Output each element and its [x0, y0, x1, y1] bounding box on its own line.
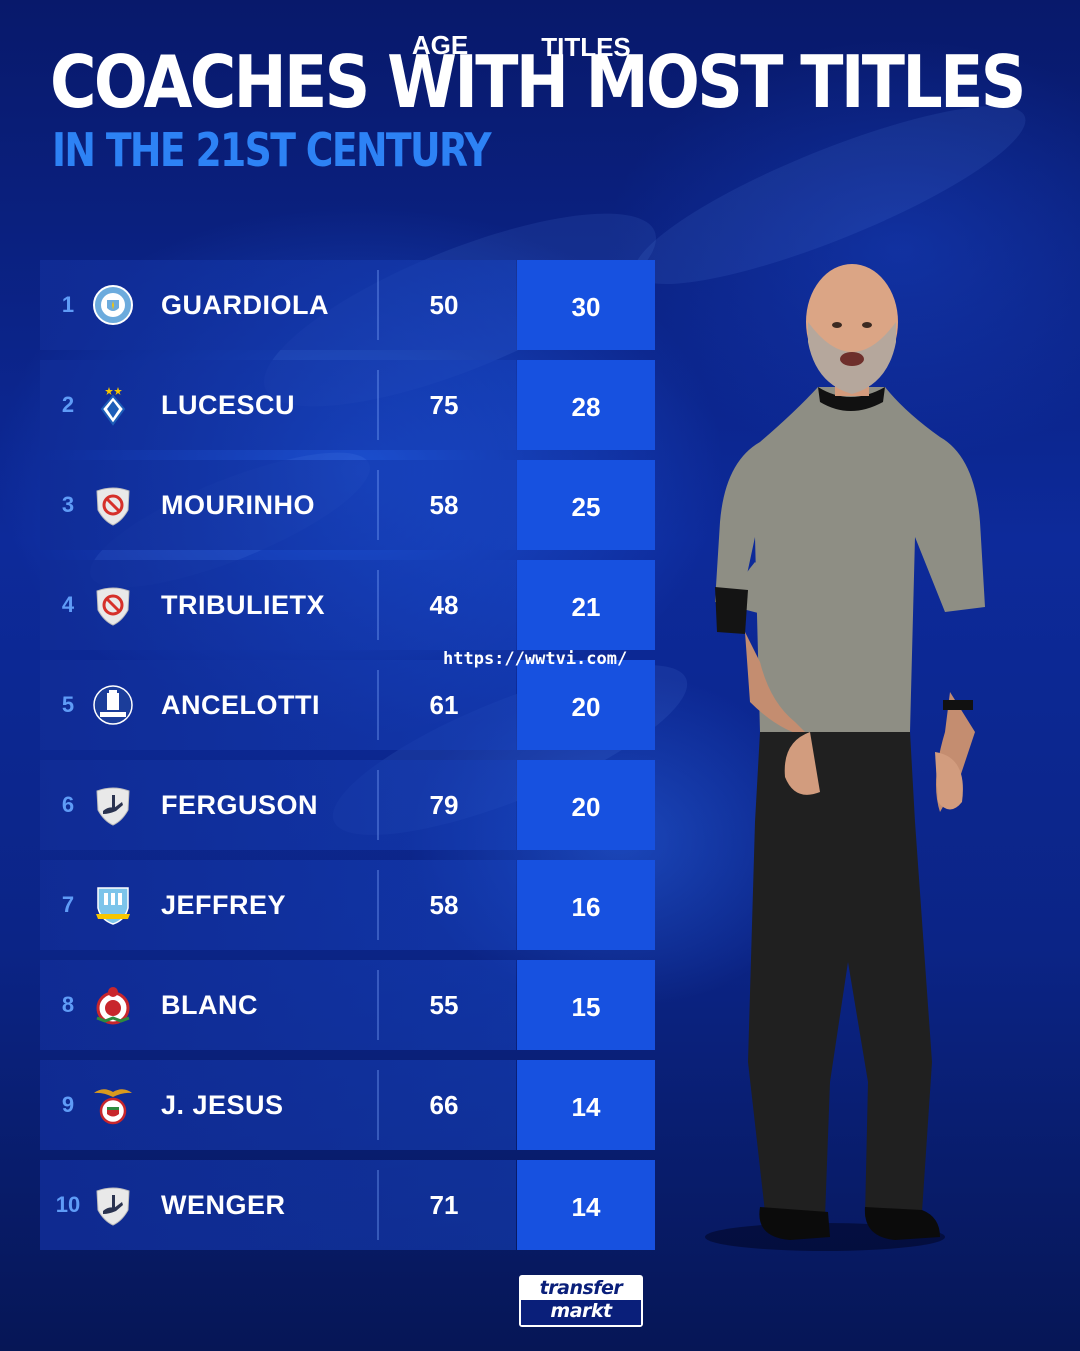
table-row: 6 FERGUSON 79 20: [40, 760, 655, 850]
column-divider: [377, 670, 379, 740]
rank-number: 5: [61, 692, 75, 717]
titles-cell-background: [517, 660, 655, 750]
table-row: 7 JEFFREY 58 16: [40, 860, 655, 950]
coach-titles: 20: [571, 692, 601, 722]
coach-name: ANCELOTTI: [161, 690, 320, 720]
coach-titles: 30: [571, 292, 601, 322]
titles-cell-background: [517, 1160, 655, 1250]
age-column-header: AGE: [411, 30, 469, 60]
titles-cell-background: [517, 560, 655, 650]
benfica-crest-icon: [92, 1084, 134, 1126]
rank-number: 8: [61, 992, 75, 1017]
rank-number: 6: [61, 792, 75, 817]
coach-name: WENGER: [161, 1190, 286, 1220]
coach-age: 58: [429, 890, 459, 920]
ranking-table: 1 GUARDIOLA 50 30 2 LUCESCU 75 28 3 MOUR…: [40, 260, 655, 1260]
coach-name: FERGUSON: [161, 790, 319, 820]
coach-name: BLANC: [161, 990, 258, 1020]
no-club-crest-icon: [92, 584, 134, 626]
titles-cell-background: [517, 860, 655, 950]
table-row: 1 GUARDIOLA 50 30: [40, 260, 655, 350]
red-club-crest-icon: [92, 984, 134, 1026]
coach-age: 48: [429, 590, 459, 620]
manchester-city-crest-icon: [92, 284, 134, 326]
column-divider: [377, 1070, 379, 1140]
rank-number: 2: [61, 392, 75, 417]
coach-titles: 15: [571, 992, 601, 1022]
everton-crest-icon: [92, 684, 134, 726]
column-divider: [377, 470, 379, 540]
coach-name: LUCESCU: [161, 390, 296, 420]
rank-number: 7: [61, 892, 75, 917]
coach-age: 79: [429, 790, 459, 820]
table-row: 9 J. JESUS 66 14: [40, 1060, 655, 1150]
column-divider: [377, 570, 379, 640]
column-divider: [377, 870, 379, 940]
coach-name: MOURINHO: [161, 490, 315, 520]
titles-cell-background: [517, 260, 655, 350]
coach-titles: 14: [571, 1192, 601, 1222]
logo-word-bottom: markt: [521, 1300, 641, 1325]
column-divider: [377, 270, 379, 340]
logo-word-top: transfer: [539, 1277, 623, 1299]
titles-column-header: TITLES: [541, 32, 631, 62]
light-blue-club-crest-icon: [92, 884, 134, 926]
table-row: 8 BLANC 55 15: [40, 960, 655, 1050]
rank-number: 9: [61, 1092, 75, 1117]
coach-age: 75: [429, 390, 459, 420]
coach-titles: 25: [571, 492, 601, 522]
rank-number: 1: [61, 292, 75, 317]
watermark-url: https://wwtvi.com/: [443, 649, 628, 669]
table-row: 4 TRIBULIETX 48 21: [40, 560, 655, 650]
column-divider: [377, 1170, 379, 1240]
titles-cell-background: [517, 460, 655, 550]
table-row: 2 LUCESCU 75 28: [40, 360, 655, 450]
coach-name: J. JESUS: [161, 1090, 284, 1120]
column-divider: [377, 770, 379, 840]
coach-age: 55: [429, 990, 459, 1020]
column-divider: [377, 370, 379, 440]
coach-age: 61: [429, 690, 459, 720]
rank-number: 10: [55, 1192, 81, 1217]
coach-age: 71: [429, 1190, 459, 1220]
table-row: 3 MOURINHO 58 25: [40, 460, 655, 550]
titles-cell-background: [517, 760, 655, 850]
coach-name: GUARDIOLA: [161, 290, 329, 320]
column-divider: [377, 970, 379, 1040]
coach-photo: [705, 264, 985, 1251]
titles-cell-background: [517, 360, 655, 450]
coach-age: 58: [429, 490, 459, 520]
rank-number: 4: [61, 592, 75, 617]
coach-name: TRIBULIETX: [161, 590, 325, 620]
retired-crest-icon: [92, 1184, 134, 1226]
coach-age: 66: [429, 1090, 459, 1120]
coach-titles: 14: [571, 1092, 601, 1122]
rank-number: 3: [61, 492, 75, 517]
retired-crest-icon: [92, 784, 134, 826]
coach-name: JEFFREY: [161, 890, 287, 920]
page-subtitle: IN THE 21ST CENTURY: [52, 123, 492, 177]
dynamo-kyiv-crest-icon: [92, 384, 134, 426]
no-club-crest-icon: [92, 484, 134, 526]
titles-cell-background: [517, 1060, 655, 1150]
page-title: COACHES WITH MOST TITLES: [50, 40, 1026, 124]
coach-titles: 16: [571, 892, 601, 922]
transfermarkt-logo: transfer markt: [519, 1275, 643, 1327]
coach-titles: 21: [571, 592, 601, 622]
coach-titles: 20: [571, 792, 601, 822]
coach-titles: 28: [571, 392, 601, 422]
titles-cell-background: [517, 960, 655, 1050]
table-row: 10 WENGER 71 14: [40, 1160, 655, 1250]
coach-age: 50: [429, 290, 459, 320]
table-row: 5 ANCELOTTI 61 20: [40, 660, 655, 750]
